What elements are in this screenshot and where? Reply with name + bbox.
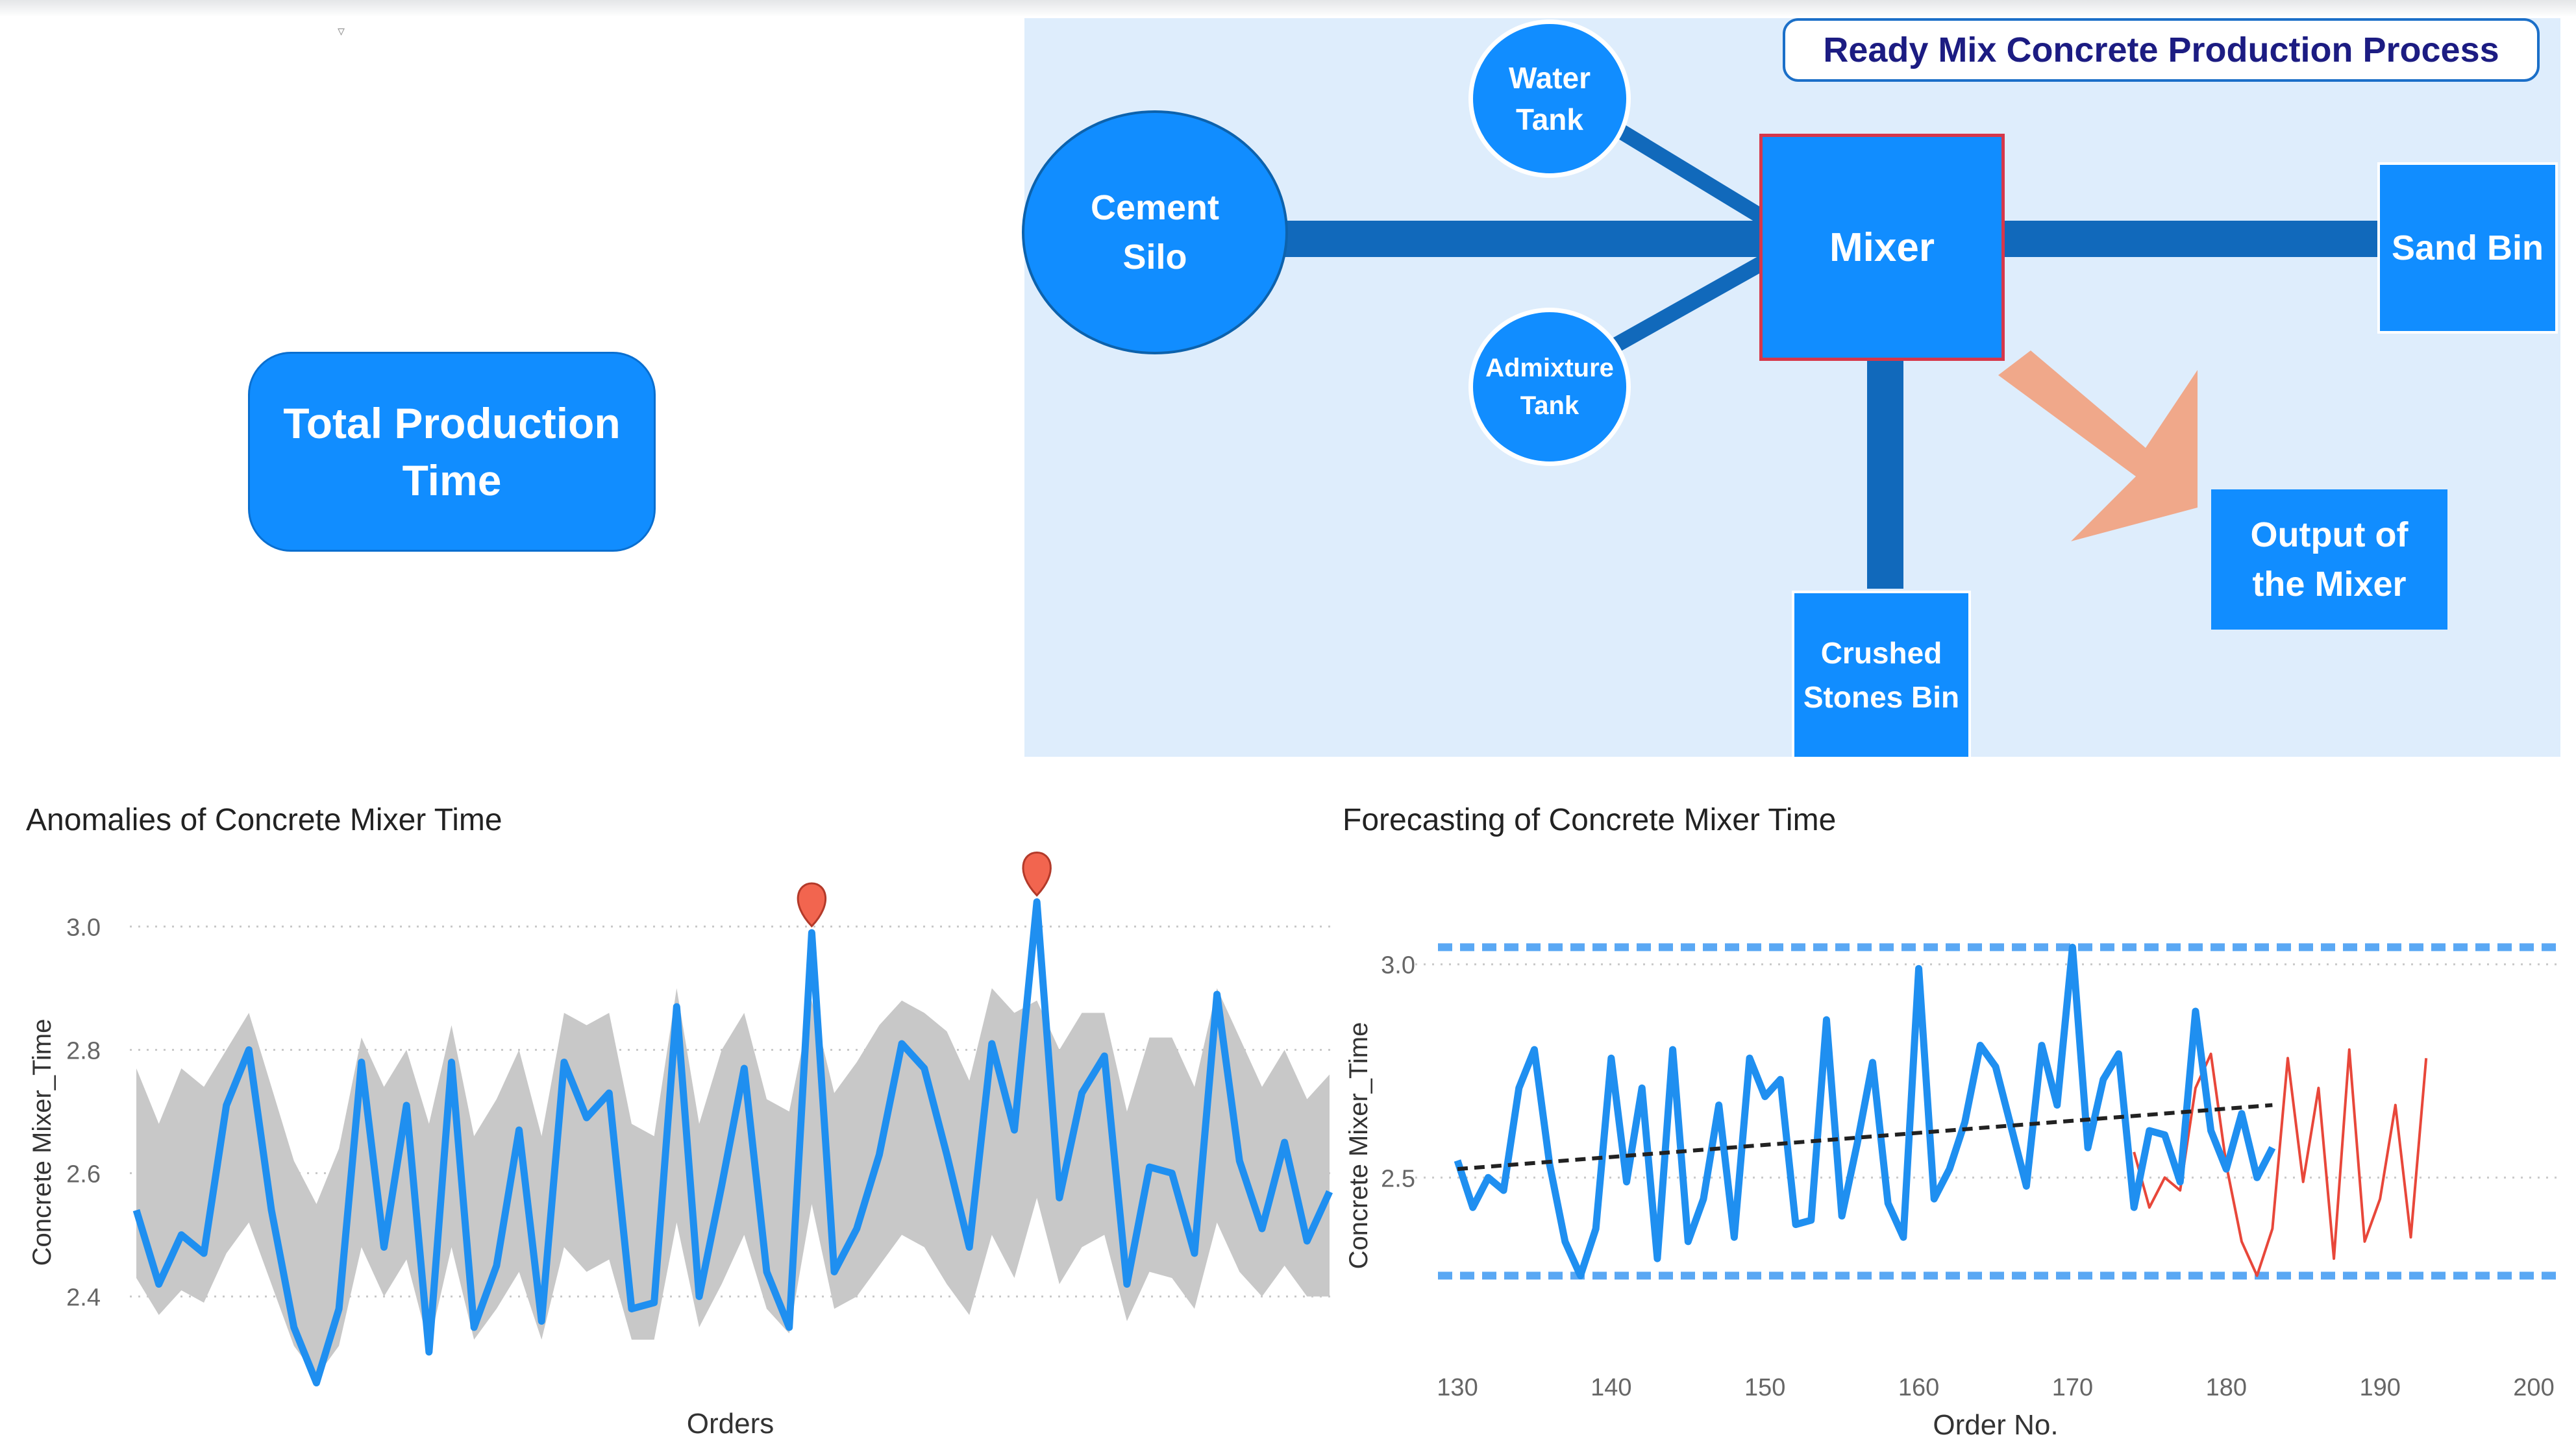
- crushed-stones-bin-node[interactable]: Crushed Stones Bin: [1792, 591, 1971, 759]
- mixer-node[interactable]: Mixer: [1759, 134, 2005, 361]
- output-of-mixer-node[interactable]: Output of the Mixer: [2211, 489, 2447, 630]
- pipe-water-mixer: [1592, 110, 1770, 227]
- pipe-mixer-crushed: [1867, 360, 1903, 589]
- cement-silo-node[interactable]: Cement Silo: [1022, 110, 1288, 354]
- sand-bin-node[interactable]: Sand Bin: [2377, 162, 2558, 334]
- mixer-label: Mixer: [1829, 225, 1935, 270]
- admixture-tank-node[interactable]: Admixture Tank: [1468, 308, 1631, 466]
- admixture-tank-label: Admixture Tank: [1485, 354, 1614, 420]
- chevron-down-icon[interactable]: ▿: [338, 23, 345, 40]
- pipe-cement-mixer: [1279, 221, 1763, 257]
- pipe-admixture-mixer: [1593, 254, 1770, 363]
- y-tick-label: 2.6: [66, 1161, 101, 1188]
- output-of-mixer-label: Output of the Mixer: [2250, 515, 2409, 604]
- anomaly-marker: [797, 882, 827, 928]
- cement-silo-label: Cement Silo: [1090, 188, 1220, 276]
- total-production-time-button[interactable]: Total Production Time: [248, 352, 656, 552]
- mixer-time-line: [132, 898, 1333, 1386]
- x-axis-label: Orders: [687, 1408, 774, 1440]
- water-tank-node[interactable]: Water Tank: [1468, 19, 1631, 178]
- forecasting-chart-title-text: Forecasting of Concrete Mixer Time: [1343, 803, 1837, 837]
- forecast-line: [2133, 1048, 2428, 1277]
- y-tick-label: 2.5: [1381, 1165, 1415, 1192]
- y-tick-label: 3.0: [66, 915, 101, 942]
- y-tick-label: 2.8: [66, 1038, 101, 1065]
- forecasting-chart-title: Forecasting of Concrete Mixer Time: [1343, 802, 1836, 838]
- x-tick-label: 180: [2206, 1374, 2247, 1401]
- crushed-stones-bin-label: Crushed Stones Bin: [1803, 636, 1960, 714]
- x-tick-label: 150: [1744, 1374, 1785, 1401]
- y-axis-label: Concrete Mixer_Time: [28, 1019, 56, 1266]
- y-axis-label: Concrete Mixer_Time: [1344, 1022, 1373, 1270]
- y-tick-label: 2.4: [66, 1284, 101, 1312]
- y-tick-label: 3.0: [1381, 952, 1415, 979]
- pipe-mixer-sand: [2003, 221, 2383, 257]
- anomaly-marker: [1022, 851, 1052, 897]
- x-tick-label: 140: [1591, 1374, 1631, 1401]
- x-tick-label: 190: [2359, 1374, 2400, 1401]
- top-border: [0, 0, 2576, 17]
- x-axis-label: Order No.: [1933, 1409, 2058, 1441]
- anomalies-chart-title-text: Anomalies of Concrete Mixer Time: [26, 803, 502, 837]
- x-tick-label: 200: [2513, 1374, 2554, 1401]
- x-tick-label: 160: [1898, 1374, 1939, 1401]
- x-tick-label: 170: [2052, 1374, 2093, 1401]
- output-arrow: [1998, 350, 2198, 541]
- kpi-label: Total Production Time: [283, 399, 621, 504]
- diagram-title-text: Ready Mix Concrete Production Process: [1823, 31, 2499, 69]
- x-tick-label: 130: [1437, 1374, 1478, 1401]
- actual-line: [1454, 943, 2276, 1279]
- sand-bin-label: Sand Bin: [2391, 228, 2544, 267]
- diagram-title: Ready Mix Concrete Production Process: [1783, 18, 2540, 82]
- water-tank-label: Water Tank: [1508, 61, 1591, 136]
- trend-line: [1457, 1103, 2273, 1172]
- anomalies-chart-title: Anomalies of Concrete Mixer Time: [26, 802, 502, 838]
